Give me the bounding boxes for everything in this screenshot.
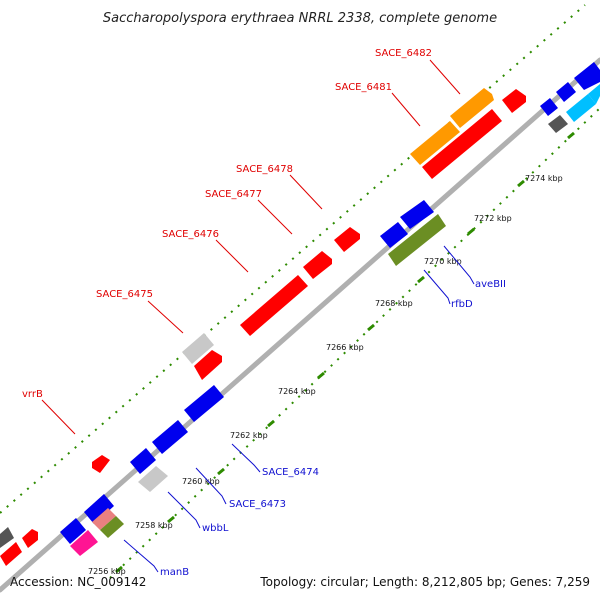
gene-arrow-olive bbox=[100, 516, 124, 538]
outer-dotted-ring bbox=[0, 4, 586, 514]
gene-arrow-reverse bbox=[60, 518, 86, 544]
gene-arrow-gray bbox=[182, 333, 214, 364]
gene-arrow-cyan bbox=[588, 84, 600, 104]
gene-arrow-reverse bbox=[556, 82, 576, 102]
gene-arrow-reverse bbox=[130, 448, 156, 474]
scale-label: 7258 kbp bbox=[135, 521, 173, 530]
scale-ticks bbox=[115, 131, 575, 574]
scale-label: 7274 kbp bbox=[525, 174, 563, 183]
lower-leader-lines bbox=[123, 245, 475, 573]
gene-label: vrrB bbox=[22, 389, 43, 400]
forward-genes bbox=[0, 89, 526, 566]
gene-label: SACE_6478 bbox=[236, 164, 293, 175]
gene-label: SACE_6473 bbox=[229, 499, 286, 510]
reverse-genes bbox=[60, 62, 600, 544]
gene-arrow-forward bbox=[334, 227, 360, 252]
gene-label: SACE_6482 bbox=[375, 48, 432, 59]
gene-label: SACE_6474 bbox=[262, 467, 319, 478]
gene-label: SACE_6476 bbox=[162, 229, 219, 240]
gene-arrow-reverse bbox=[184, 385, 224, 422]
gene-arrow-orange bbox=[450, 88, 494, 128]
gene-label: aveBII bbox=[475, 279, 506, 290]
gene-arrow-forward bbox=[240, 275, 308, 336]
gene-arrow-forward bbox=[0, 542, 22, 566]
gene-label: manB bbox=[160, 567, 189, 578]
gene-arrow-dark-gray bbox=[548, 115, 568, 133]
gene-label: SACE_6477 bbox=[205, 189, 262, 200]
scale-label: 7262 kbp bbox=[230, 431, 268, 440]
gene-arrow-forward bbox=[92, 455, 110, 473]
gene-label: SACE_6481 bbox=[335, 82, 392, 93]
gene-arrow-olive bbox=[388, 214, 446, 266]
gene-arrow-reverse bbox=[152, 420, 188, 454]
gene-arrow-reverse bbox=[540, 98, 558, 116]
accession-text: Accession: NC_009142 bbox=[10, 575, 146, 589]
gene-arrow-forward bbox=[422, 109, 502, 179]
map-title: Saccharopolyspora erythraea NRRL 2338, c… bbox=[103, 11, 497, 26]
scale-label: 7270 kbp bbox=[424, 257, 462, 266]
scale-label: 7260 kbp bbox=[182, 477, 220, 486]
gene-label: wbbL bbox=[202, 523, 229, 534]
gene-arrow-salmon bbox=[92, 508, 116, 530]
gene-label: rfbD bbox=[451, 299, 473, 310]
gene-arrow-forward bbox=[303, 251, 332, 279]
scale-label: 7264 kbp bbox=[278, 387, 316, 396]
gene-arrow-reverse bbox=[400, 200, 434, 229]
topology-text: Topology: circular; Length: 8,212,805 bp… bbox=[259, 575, 590, 589]
gene-arrow-orange bbox=[410, 121, 460, 165]
scale-label: 7272 kbp bbox=[474, 214, 512, 223]
gene-arrow-reverse bbox=[574, 62, 600, 90]
gene-label: SACE_6475 bbox=[96, 289, 153, 300]
gene-arrow-gray bbox=[138, 466, 168, 492]
scale-label: 7268 kbp bbox=[375, 299, 413, 308]
gene-arrow-pink bbox=[70, 530, 98, 556]
gene-arrow-reverse bbox=[84, 494, 114, 524]
gene-arrow-reverse bbox=[380, 222, 408, 248]
gene-arrow-dark-gray bbox=[0, 527, 14, 548]
gene-arrow-forward bbox=[22, 529, 38, 548]
gene-arrow-forward bbox=[194, 350, 222, 380]
scale-label: 7266 kbp bbox=[326, 343, 364, 352]
scale-label: 7256 kbp bbox=[88, 567, 126, 576]
gene-arrow-forward bbox=[502, 89, 526, 113]
gene-arrow-cyan bbox=[566, 94, 596, 122]
upper-leader-lines bbox=[41, 59, 461, 435]
